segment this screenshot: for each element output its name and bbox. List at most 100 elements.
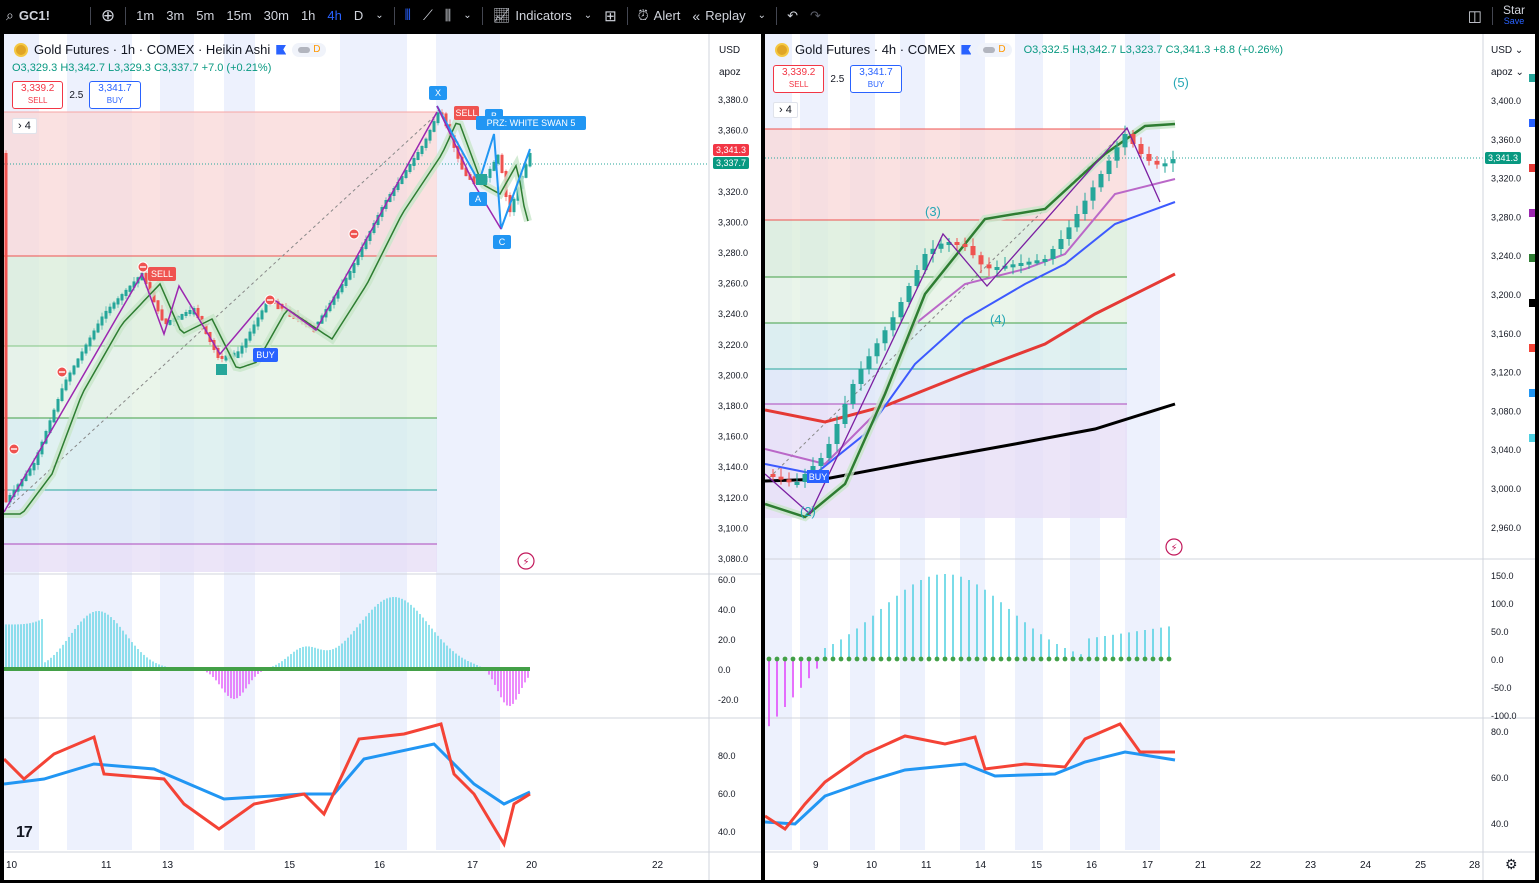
tf-1m[interactable]: 1m xyxy=(130,0,160,31)
ohlc-open: O3,329.3 xyxy=(12,62,58,74)
redo-button[interactable]: ↷ xyxy=(804,0,827,31)
chart-title: Gold Futures · 4h · COMEX xyxy=(795,42,956,57)
layout-name: Star xyxy=(1502,2,1525,17)
currency-label[interactable]: USD ⌄ xyxy=(1491,45,1523,56)
candle-body xyxy=(28,468,32,476)
indicators-collapse[interactable]: › 4 xyxy=(773,102,798,118)
compare-button[interactable]: ⊕ xyxy=(95,0,121,31)
candle-body xyxy=(372,223,376,233)
flag-icon[interactable] xyxy=(276,44,287,55)
date-tick: 10 xyxy=(866,860,878,871)
rsi-red-line xyxy=(765,722,1175,831)
chart-canvas-1h[interactable]: SELLSELLBUYXABCPRZ: WHITE SWAN 5⚡3,380.0… xyxy=(4,34,761,880)
candle-body xyxy=(1042,259,1048,262)
trade-buttons: 3,339.2 SELL 2.5 3,341.7 BUY xyxy=(773,65,902,93)
candle-body xyxy=(1170,159,1176,164)
split-layout-icon: ◫ xyxy=(1467,7,1482,25)
candle-body xyxy=(248,331,252,341)
candle-body xyxy=(986,264,992,269)
layout-button[interactable]: ◫ xyxy=(1462,0,1488,31)
tf-3m[interactable]: 3m xyxy=(160,0,190,31)
prz-label-bg xyxy=(476,116,586,130)
buy-button[interactable]: 3,341.7 BUY xyxy=(89,81,141,109)
candle-body xyxy=(24,473,28,481)
sell-price: 3,339.2 xyxy=(21,83,55,94)
tf-4h[interactable]: 4h xyxy=(321,0,347,31)
alert-label: Alert xyxy=(653,8,681,23)
session-badge: D xyxy=(998,44,1006,55)
toggle-icon xyxy=(298,46,311,53)
scale-label[interactable]: apoz ⌄ xyxy=(1491,67,1524,78)
tf-5m[interactable]: 5m xyxy=(190,0,220,31)
chart-panel-4h[interactable]: (2) (3) (4) (5) BUY ⚡ 3,400.0 3,360.0 3,320.0 3,2… xyxy=(765,34,1535,880)
date-tick: 10 xyxy=(6,860,18,871)
rsi-tick: 60.0 xyxy=(718,789,736,799)
tf-1h[interactable]: 1h xyxy=(295,0,321,31)
chart-canvas-4h[interactable]: (2) (3) (4) (5) BUY ⚡ 3,400.0 3,360.0 3,320.0 3,2… xyxy=(765,34,1535,880)
check-signal-icon xyxy=(216,364,227,375)
candle-body xyxy=(802,474,808,482)
osc-zero-dot xyxy=(1086,656,1092,662)
candle-body xyxy=(778,476,784,480)
osc-tick: 50.0 xyxy=(1491,627,1509,637)
candle-body xyxy=(264,303,268,313)
date-tick: 16 xyxy=(374,860,386,871)
candle-body xyxy=(1106,160,1112,174)
osc-zero-dot xyxy=(910,656,916,662)
pattern-point-c-bg xyxy=(493,235,511,249)
sell-button[interactable]: 3,339.2 SELL xyxy=(12,81,64,109)
osc-zero-dot xyxy=(1118,656,1124,662)
candle-body xyxy=(220,356,224,359)
spread-value: 2.5 xyxy=(69,89,84,101)
bar-type-button[interactable]: ⫼ xyxy=(439,0,457,31)
currency-label[interactable]: USD xyxy=(719,45,741,56)
ohlc-close: C3,341.3 xyxy=(1165,43,1211,56)
candle-body xyxy=(874,343,880,357)
flag-icon[interactable] xyxy=(961,44,972,55)
top-toolbar: ⌕ GC1! ⊕ 1m 3m 5m 15m 30m 1h 4h D ⌄ ⫴ ⟋ … xyxy=(0,0,1539,31)
indicators-collapse[interactable]: › 4 xyxy=(12,118,37,134)
buy-price: 3,341.7 xyxy=(98,83,132,94)
tradingview-logo[interactable]: 17 xyxy=(16,824,33,841)
scale-label[interactable]: apoz xyxy=(719,67,741,78)
replay-button[interactable]: « Replay xyxy=(686,0,751,31)
osc-zero-dot xyxy=(854,656,860,662)
candle-body xyxy=(404,170,408,178)
exit-signal-bar xyxy=(267,299,273,301)
alert-button[interactable]: ⏰︎ Alert xyxy=(632,0,687,31)
candle-body xyxy=(32,463,36,471)
tf-30m[interactable]: 30m xyxy=(258,0,295,31)
session-pill[interactable]: D xyxy=(292,42,327,57)
line-type-button[interactable]: ⟋ xyxy=(417,0,439,31)
candle-body xyxy=(1082,200,1088,214)
indicators-dropdown[interactable]: ⌄ xyxy=(578,0,598,31)
price-tick: 3,160.0 xyxy=(718,432,748,442)
indicators-button[interactable]: 📈︎ Indicators xyxy=(487,0,578,31)
ohlc-close: C3,337.7 xyxy=(153,62,199,74)
candle-type-button[interactable]: ⫴ xyxy=(399,0,417,31)
candle-body xyxy=(1034,260,1040,264)
replay-dropdown[interactable]: ⌄ xyxy=(752,0,772,31)
fib-zone xyxy=(4,418,437,490)
undo-button[interactable]: ↶ xyxy=(781,0,804,31)
tf-15m[interactable]: 15m xyxy=(220,0,257,31)
chart-panel-1h[interactable]: SELLSELLBUYXABCPRZ: WHITE SWAN 5⚡3,380.0… xyxy=(4,34,761,880)
spread-value: 2.5 xyxy=(830,73,845,85)
sell-button[interactable]: 3,339.2 SELL xyxy=(773,65,825,93)
templates-button[interactable]: ⊞ xyxy=(598,0,623,31)
candle-body xyxy=(140,273,144,281)
symbol-search[interactable]: ⌕ GC1! xyxy=(0,0,56,31)
candle-body xyxy=(148,282,152,294)
chart-type-dropdown[interactable]: ⌄ xyxy=(457,0,477,31)
tf-label: 5m xyxy=(196,8,215,23)
tf-dropdown[interactable]: ⌄ xyxy=(369,0,389,31)
settings-gear-icon[interactable]: ⚙ xyxy=(1505,856,1518,872)
session-pill[interactable]: D xyxy=(977,42,1012,57)
save-button[interactable]: Star Save xyxy=(1497,0,1539,31)
tf-d[interactable]: D xyxy=(348,0,369,31)
candle-body xyxy=(120,294,124,301)
prz-label: PRZ: WHITE SWAN 5 xyxy=(487,118,576,128)
buy-button[interactable]: 3,341.7 BUY xyxy=(850,65,902,93)
rsi-tick: 80.0 xyxy=(718,751,736,761)
osc-zero-dot xyxy=(806,656,812,662)
